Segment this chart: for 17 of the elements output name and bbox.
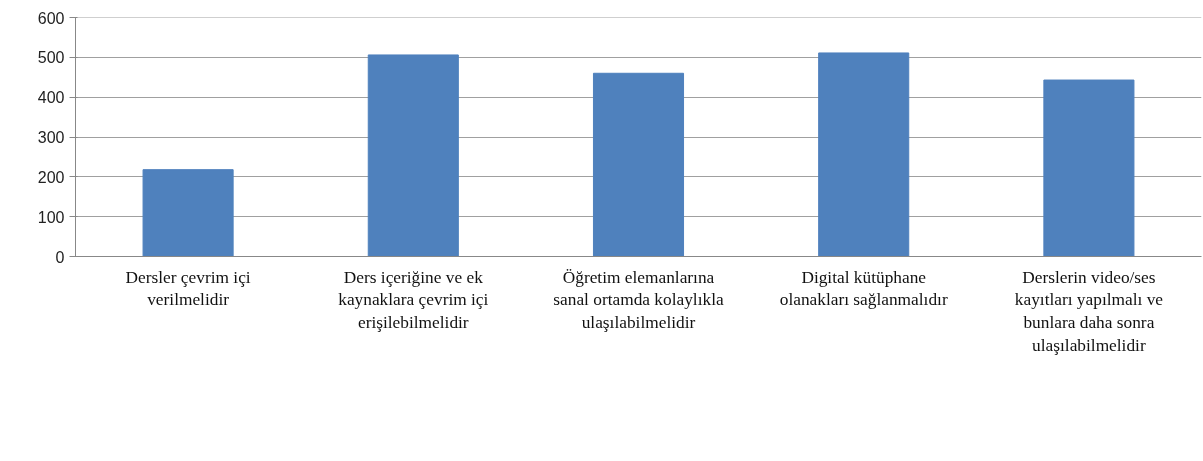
bar	[142, 169, 234, 257]
y-tick-label: 200	[37, 168, 65, 186]
x-tick-label: Dersler çevrim içi verilmelidir	[125, 267, 251, 310]
y-tick-label: 300	[37, 129, 65, 146]
x-tick-label: Öğretim elemanlarına sanal ortamda kolaylıkla ulaşılabilmelidir	[553, 267, 724, 333]
bar	[1043, 79, 1135, 257]
x-tick-label: Derslerin video/ses kayıtları yapılmalı ve bunlara daha sonra ulaşılabilmelidir	[1014, 267, 1164, 355]
bar	[367, 54, 459, 257]
x-tick-label: Digital kütüphane olanakları sağlanmalıdır	[779, 267, 948, 310]
y-tick-label: 600	[37, 9, 65, 27]
y-tick-label: 400	[37, 89, 65, 107]
y-tick-label: 500	[37, 49, 65, 67]
y-tick-label: 100	[37, 208, 65, 226]
y-tick-label: 0	[55, 248, 65, 266]
bar	[592, 72, 685, 257]
bar	[818, 52, 910, 257]
x-tick-label: Ders içeriğine ve ek kaynaklara çevrim içi erişilebilmelidir	[338, 267, 489, 333]
